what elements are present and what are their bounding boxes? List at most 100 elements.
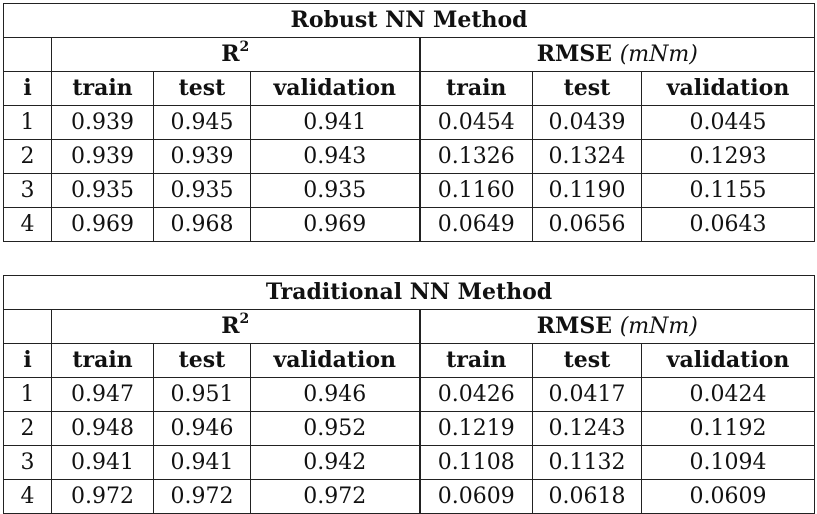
rmse-group-header: RMSE (mNm) xyxy=(418,37,816,72)
value-cell: 0.952 xyxy=(250,411,420,446)
value-cell: 0.939 xyxy=(153,139,251,174)
column-header: test xyxy=(153,343,251,378)
table-title: Robust NN Method xyxy=(2,3,816,38)
value-cell: 0.945 xyxy=(153,105,251,140)
row-index-cell: 1 xyxy=(3,105,52,140)
row-index-cell: 3 xyxy=(3,445,52,480)
column-header-row: i train test validation train test validation xyxy=(3,343,816,378)
results-table: Robust NN Method R2 RMSE (mNm) i train test va… xyxy=(2,3,816,514)
column-header: i xyxy=(3,343,52,378)
value-cell: 0.969 xyxy=(51,207,154,242)
column-header: train xyxy=(51,343,154,378)
column-header: train xyxy=(418,343,533,378)
table-title-row: Traditional NN Method xyxy=(2,275,816,310)
value-cell: 0.1160 xyxy=(418,173,533,208)
row-index-cell: 4 xyxy=(3,207,52,242)
table-row: 3 0.941 0.941 0.942 0.1108 0.1132 0.1094 xyxy=(3,445,816,480)
value-cell: 0.939 xyxy=(51,139,154,174)
value-cell: 0.946 xyxy=(250,377,420,412)
value-cell: 0.972 xyxy=(51,479,154,514)
value-cell: 0.947 xyxy=(51,377,154,412)
value-cell: 0.0643 xyxy=(640,207,816,242)
value-cell: 0.1293 xyxy=(640,139,816,174)
rmse-label: RMSE xyxy=(536,41,613,67)
value-cell: 0.972 xyxy=(153,479,251,514)
table-row: 1 0.939 0.945 0.941 0.0454 0.0439 0.0445 xyxy=(3,105,816,140)
value-cell: 0.968 xyxy=(153,207,251,242)
value-cell: 0.941 xyxy=(51,445,154,480)
value-cell: 0.0426 xyxy=(418,377,533,412)
value-cell: 0.1132 xyxy=(532,445,642,480)
table-row: 3 0.935 0.935 0.935 0.1160 0.1190 0.1155 xyxy=(3,173,816,208)
row-index-cell: 4 xyxy=(3,479,52,514)
table-row: 4 0.969 0.968 0.969 0.0649 0.0656 0.0643 xyxy=(3,207,816,242)
value-cell: 0.935 xyxy=(51,173,154,208)
value-cell: 0.935 xyxy=(250,173,420,208)
r-squared-exponent: 2 xyxy=(239,38,250,55)
results-document: Robust NN Method R2 RMSE (mNm) i train test va… xyxy=(2,3,816,514)
column-header: validation xyxy=(250,71,420,106)
r-squared-exponent: 2 xyxy=(239,310,250,327)
column-header: train xyxy=(51,71,154,106)
table-row: 2 0.939 0.939 0.943 0.1326 0.1324 0.1293 xyxy=(3,139,816,174)
value-cell: 0.0439 xyxy=(532,105,642,140)
row-index-cell: 1 xyxy=(3,377,52,412)
column-header: validation xyxy=(640,71,816,106)
row-index-cell: 3 xyxy=(3,173,52,208)
column-header: test xyxy=(153,71,251,106)
value-cell: 0.941 xyxy=(250,105,420,140)
value-cell: 0.0417 xyxy=(532,377,642,412)
value-cell: 0.0649 xyxy=(418,207,533,242)
column-header: train xyxy=(418,71,533,106)
value-cell: 0.0445 xyxy=(640,105,816,140)
column-header-row: i train test validation train test validation xyxy=(3,71,816,106)
blank-header-cell xyxy=(3,309,52,344)
value-cell: 0.969 xyxy=(250,207,420,242)
value-cell: 0.948 xyxy=(51,411,154,446)
value-cell: 0.1192 xyxy=(640,411,816,446)
rmse-label: RMSE xyxy=(536,313,613,339)
table-row: 1 0.947 0.951 0.946 0.0426 0.0417 0.0424 xyxy=(3,377,816,412)
value-cell: 0.941 xyxy=(153,445,251,480)
value-cell: 0.939 xyxy=(51,105,154,140)
value-cell: 0.1243 xyxy=(532,411,642,446)
column-header: validation xyxy=(640,343,816,378)
rmse-unit: (mNm) xyxy=(619,42,698,67)
table-row: 2 0.948 0.946 0.952 0.1219 0.1243 0.1192 xyxy=(3,411,816,446)
r-squared-label: R xyxy=(221,313,240,339)
column-header: i xyxy=(3,71,52,106)
column-header: test xyxy=(532,71,642,106)
value-cell: 0.0424 xyxy=(640,377,816,412)
r-squared-label: R xyxy=(221,41,240,67)
value-cell: 0.943 xyxy=(250,139,420,174)
value-cell: 0.1326 xyxy=(418,139,533,174)
value-cell: 0.0609 xyxy=(418,479,533,514)
rmse-group-header: RMSE (mNm) xyxy=(418,309,816,344)
table-title-row: Robust NN Method xyxy=(2,3,816,38)
column-header: test xyxy=(532,343,642,378)
value-cell: 0.942 xyxy=(250,445,420,480)
value-cell: 0.1155 xyxy=(640,173,816,208)
value-cell: 0.1108 xyxy=(418,445,533,480)
row-index-cell: 2 xyxy=(3,411,52,446)
value-cell: 0.1190 xyxy=(532,173,642,208)
value-cell: 0.951 xyxy=(153,377,251,412)
value-cell: 0.1094 xyxy=(640,445,816,480)
value-cell: 0.1219 xyxy=(418,411,533,446)
value-cell: 0.946 xyxy=(153,411,251,446)
value-cell: 0.972 xyxy=(250,479,420,514)
row-index-cell: 2 xyxy=(3,139,52,174)
section-gap-cell xyxy=(3,241,815,276)
table-row: 4 0.972 0.972 0.972 0.0609 0.0618 0.0609 xyxy=(3,479,816,514)
r-squared-group-header: R2 xyxy=(51,37,420,72)
value-cell: 0.0454 xyxy=(418,105,533,140)
value-cell: 0.0618 xyxy=(532,479,642,514)
value-cell: 0.0609 xyxy=(640,479,816,514)
value-cell: 0.1324 xyxy=(532,139,642,174)
results-table-body: Robust NN Method R2 RMSE (mNm) i train test va… xyxy=(2,3,816,514)
value-cell: 0.935 xyxy=(153,173,251,208)
blank-header-cell xyxy=(3,37,52,72)
rmse-unit: (mNm) xyxy=(619,314,698,339)
r-squared-group-header: R2 xyxy=(51,309,420,344)
value-cell: 0.0656 xyxy=(532,207,642,242)
